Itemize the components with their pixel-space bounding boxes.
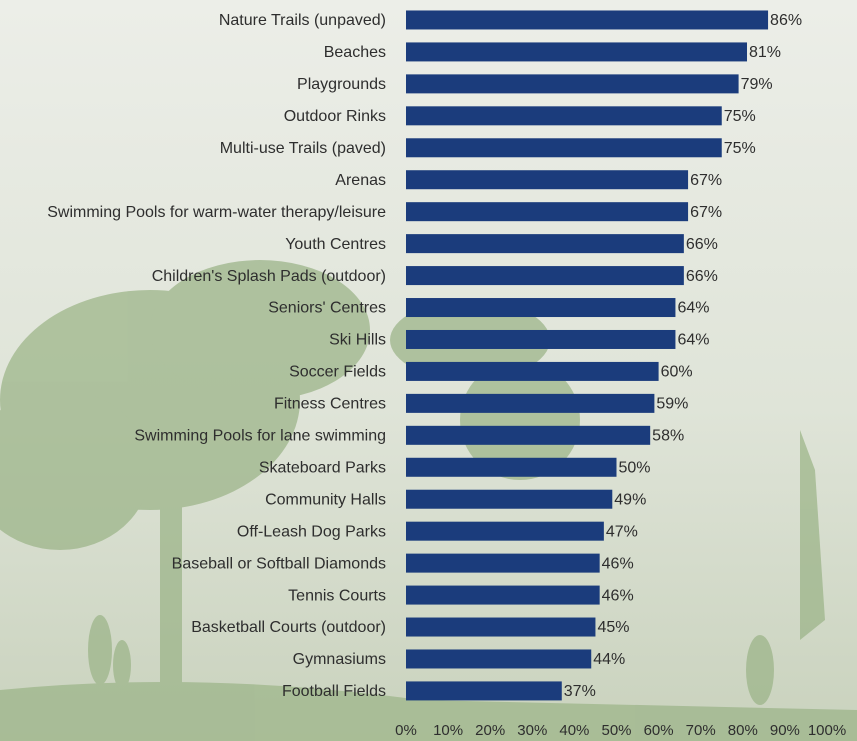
category-label: Off-Leash Dog Parks (237, 523, 386, 540)
category-label: Seniors' Centres (268, 300, 386, 317)
value-label: 64% (677, 300, 709, 317)
value-label: 49% (614, 491, 646, 508)
x-tick-label: 10% (433, 722, 463, 739)
value-label: 67% (690, 204, 722, 221)
category-label: Tennis Courts (288, 587, 386, 604)
bar (406, 458, 617, 477)
x-tick-label: 0% (395, 722, 417, 739)
value-label: 81% (749, 44, 781, 61)
x-tick-label: 30% (517, 722, 547, 739)
bar (406, 394, 654, 413)
category-label: Swimming Pools for lane swimming (134, 428, 386, 445)
value-label: 46% (602, 555, 634, 572)
bar (406, 138, 722, 157)
category-label: Outdoor Rinks (284, 108, 386, 125)
x-tick-label: 100% (808, 722, 846, 739)
category-label: Basketball Courts (outdoor) (191, 619, 386, 636)
category-label: Skateboard Parks (259, 459, 386, 476)
bar (406, 586, 600, 605)
x-tick-label: 80% (728, 722, 758, 739)
value-label: 60% (661, 364, 693, 381)
bar (406, 170, 688, 189)
value-label: 50% (619, 459, 651, 476)
bar (406, 554, 600, 573)
value-label: 47% (606, 523, 638, 540)
bar (406, 202, 688, 221)
value-label: 64% (677, 332, 709, 349)
x-tick-label: 20% (475, 722, 505, 739)
category-label: Football Fields (282, 683, 386, 700)
value-label: 44% (593, 651, 625, 668)
bar (406, 681, 562, 700)
value-label: 59% (656, 396, 688, 413)
bar (406, 10, 768, 29)
value-label: 75% (724, 140, 756, 157)
category-label: Baseball or Softball Diamonds (172, 555, 386, 572)
bar (406, 234, 684, 253)
value-label: 66% (686, 268, 718, 285)
value-label: 67% (690, 172, 722, 189)
bar (406, 298, 675, 317)
category-label: Nature Trails (unpaved) (219, 12, 386, 29)
x-tick-label: 40% (559, 722, 589, 739)
value-label: 79% (741, 76, 773, 93)
value-label: 58% (652, 428, 684, 445)
value-label: 46% (602, 587, 634, 604)
category-label: Arenas (335, 172, 386, 189)
category-label: Gymnasiums (293, 651, 386, 668)
bar (406, 618, 595, 637)
value-label: 75% (724, 108, 756, 125)
category-label: Community Halls (265, 491, 386, 508)
bar (406, 330, 675, 349)
bar (406, 362, 659, 381)
bar (406, 42, 747, 61)
bar (406, 426, 650, 445)
category-label: Playgrounds (297, 76, 386, 93)
x-tick-label: 50% (601, 722, 631, 739)
category-label: Multi-use Trails (paved) (220, 140, 386, 157)
bar (406, 649, 591, 668)
category-label: Youth Centres (285, 236, 386, 253)
page: {"chart_data": { "type": "bar", "categor… (0, 0, 857, 741)
value-label: 45% (597, 619, 629, 636)
value-label: 86% (770, 12, 802, 29)
category-label: Fitness Centres (274, 396, 386, 413)
category-label: Soccer Fields (289, 364, 386, 381)
bar (406, 74, 739, 93)
x-tick-label: 70% (686, 722, 716, 739)
bar (406, 106, 722, 125)
value-label: 66% (686, 236, 718, 253)
value-label: 37% (564, 683, 596, 700)
x-tick-label: 60% (644, 722, 674, 739)
category-label: Beaches (324, 44, 386, 61)
bar (406, 266, 684, 285)
category-label: Children's Splash Pads (outdoor) (152, 268, 386, 285)
x-tick-label: 90% (770, 722, 800, 739)
bar (406, 522, 604, 541)
category-label: Swimming Pools for warm-water therapy/le… (47, 204, 386, 221)
category-label: Ski Hills (329, 332, 386, 349)
chart: 0% 10% 20% 30% 40% 50% 60% 70% 80% 90% 100% Nature … (0, 0, 857, 741)
bar (406, 490, 612, 509)
